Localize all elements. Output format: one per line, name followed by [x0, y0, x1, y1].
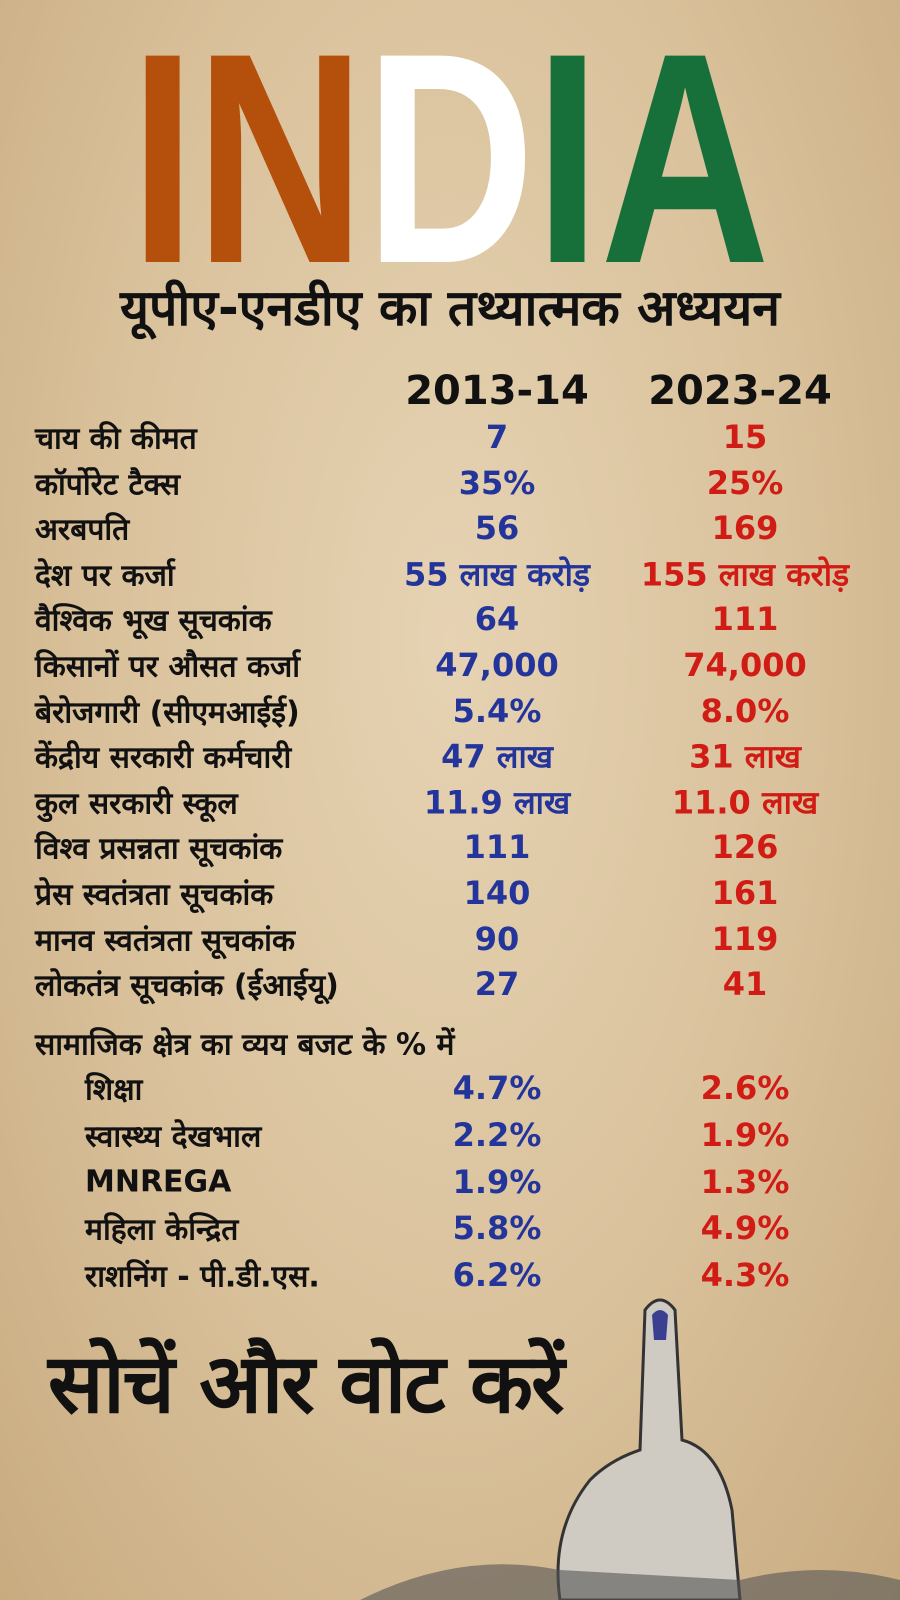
- value-2013-14: 140: [463, 874, 531, 912]
- row-label: विश्व प्रसन्नता सूचकांक: [35, 831, 283, 867]
- row-label: कॉर्पोरेट टैक्स: [35, 467, 181, 503]
- row-label: किसानों पर औसत कर्जा: [35, 649, 301, 685]
- row-label: देश पर कर्जा: [35, 558, 175, 594]
- value-2023-24: 155 लाख करोड़: [640, 555, 850, 594]
- value-2013-14: 2.2%: [452, 1115, 542, 1154]
- finger: [556, 1298, 742, 1600]
- value-2023-24: 111: [711, 600, 779, 639]
- title-part: IN: [130, 0, 365, 270]
- title: INDIA: [130, 0, 770, 270]
- hand-illustration: [360, 1298, 900, 1600]
- subtitle: यूपीए-एनडीए का तथ्यात्मक अध्ययन: [120, 279, 780, 337]
- value-2013-14: 5.4%: [452, 691, 542, 730]
- row-label: अरबपति: [35, 512, 130, 548]
- crowd: [360, 1564, 900, 1600]
- title-part: D: [365, 0, 535, 270]
- value-2023-24: 119: [711, 919, 779, 958]
- row-label: मानव स्वतंत्रता सूचकांक: [35, 923, 295, 959]
- row-label: स्वास्थ्य देखभाल: [85, 1119, 262, 1155]
- row-label: कुल सरकारी स्कूल: [35, 786, 238, 822]
- title-part: IA: [535, 0, 770, 270]
- value-2023-24: 169: [711, 509, 779, 548]
- value-2013-14: 55 लाख करोड़: [403, 555, 591, 594]
- value-2023-24: 4.9%: [700, 1209, 790, 1248]
- value-2013-14: 111: [463, 828, 531, 867]
- value-2013-14: 56: [474, 509, 520, 548]
- value-2023-24: 15: [722, 418, 768, 456]
- row-label: राशनिंग - पी.डी.एस.: [85, 1259, 320, 1295]
- value-2013-14: 35%: [458, 463, 536, 502]
- value-2023-24: 11.0 लाख: [671, 783, 819, 822]
- value-2013-14: 5.8%: [452, 1209, 542, 1248]
- row-label: चाय की कीमत: [35, 421, 197, 457]
- row-label: लोकतंत्र सूचकांक (ईआईयू): [35, 968, 339, 1004]
- value-2013-14: 47,000: [435, 646, 559, 684]
- section-title: सामाजिक क्षेत्र का व्यय बजट के % में: [35, 1027, 455, 1063]
- value-2023-24: 4.3%: [700, 1256, 790, 1295]
- value-2023-24: 126: [711, 828, 779, 867]
- row-label: शिक्षा: [85, 1072, 143, 1108]
- value-2013-14: 11.9 लाख: [423, 783, 571, 822]
- ink-mark: [652, 1310, 668, 1340]
- value-2023-24: 1.3%: [700, 1162, 790, 1201]
- value-2023-24: 2.6%: [700, 1069, 790, 1107]
- slogan: सोचें और वोट करें: [48, 1337, 564, 1432]
- value-2023-24: 161: [711, 874, 779, 912]
- value-2013-14: 4.7%: [452, 1069, 542, 1107]
- column-header: 2013-14: [405, 368, 589, 414]
- row-label: महिला केन्द्रित: [85, 1212, 239, 1248]
- value-2023-24: 1.9%: [700, 1115, 790, 1154]
- value-2013-14: 64: [474, 600, 520, 639]
- value-2013-14: 47 लाख: [441, 737, 553, 776]
- row-label: वैश्विक भूख सूचकांक: [35, 603, 272, 639]
- value-2013-14: 27: [474, 965, 520, 1004]
- row-label: बेरोजगारी (सीएमआईई): [35, 695, 300, 731]
- value-2013-14: 7: [485, 418, 509, 456]
- value-2023-24: 74,000: [683, 646, 807, 684]
- row-label: प्रेस स्वतंत्रता सूचकांक: [35, 877, 274, 913]
- value-2023-24: 25%: [706, 463, 784, 502]
- value-2013-14: 1.9%: [452, 1162, 542, 1201]
- value-2013-14: 6.2%: [452, 1256, 542, 1295]
- row-label: केंद्रीय सरकारी कर्मचारी: [35, 740, 292, 776]
- row-label: MNREGA: [85, 1164, 232, 1200]
- value-2023-24: 31 लाख: [689, 737, 801, 776]
- column-header: 2023-24: [648, 368, 832, 414]
- value-2013-14: 90: [474, 919, 520, 958]
- value-2023-24: 8.0%: [700, 691, 790, 730]
- value-2023-24: 41: [722, 965, 768, 1004]
- title-logo: INDIA: [130, 0, 770, 270]
